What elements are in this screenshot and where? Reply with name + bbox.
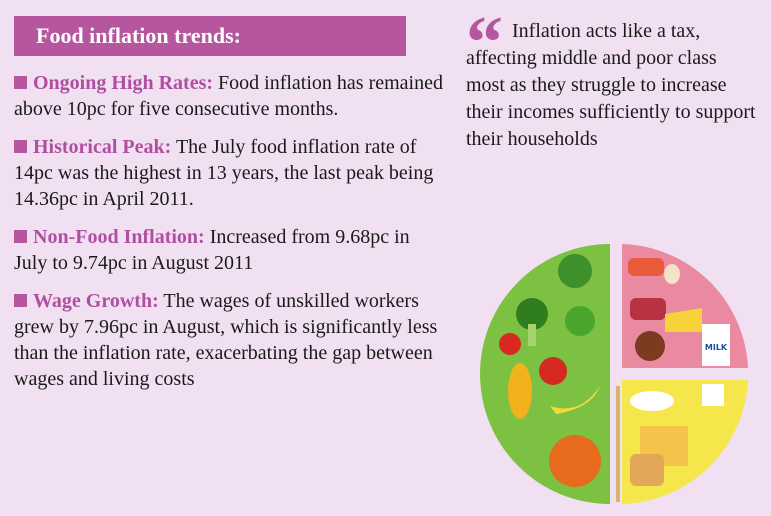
spaghetti <box>616 386 620 502</box>
cheese <box>665 308 702 332</box>
item: Non-Food Inflation: Increased from 9.68p… <box>14 224 444 276</box>
sugar-cubes <box>702 384 724 406</box>
nuts <box>635 331 665 361</box>
item-label: Wage Growth: <box>33 290 159 312</box>
bullet <box>14 294 27 307</box>
bowl <box>630 391 674 411</box>
pepper <box>565 306 595 336</box>
bullet <box>14 230 27 243</box>
broccoli-stem <box>528 324 536 346</box>
milk-carton <box>702 324 730 366</box>
apple <box>539 357 567 385</box>
salmon <box>628 258 664 276</box>
item-label: Non-Food Inflation: <box>33 226 205 248</box>
bullet <box>14 76 27 89</box>
tomato <box>499 333 521 355</box>
bullet <box>14 140 27 153</box>
item-label: Ongoing High Rates: <box>33 72 214 94</box>
quote-mark: “ <box>466 2 503 84</box>
corn <box>508 363 532 419</box>
steak <box>630 298 666 320</box>
item-text: Increased from 9.68pc in July to 9.74pc … <box>14 226 410 274</box>
item: Historical Peak: The July food inflation… <box>14 134 444 212</box>
bread <box>630 454 664 486</box>
quote-text: Inflation acts like a tax, affecting mid… <box>466 20 756 150</box>
item: Wage Growth: The wages of unskilled work… <box>14 288 444 392</box>
item-text: The wages of unskilled workers grew by 7… <box>14 290 438 390</box>
item-list: Ongoing High Rates: Food inflation has r… <box>14 70 444 404</box>
banana <box>550 386 600 414</box>
egg <box>664 264 680 284</box>
header-title: Food inflation trends: <box>14 16 406 56</box>
milk-label: MILK <box>705 343 728 352</box>
item: Ongoing High Rates: Food inflation has r… <box>14 70 444 122</box>
pumpkin <box>549 435 601 487</box>
broccoli <box>516 298 548 330</box>
item-label: Historical Peak: <box>33 136 172 158</box>
item-text: The July food inflation rate of 14pc was… <box>14 136 434 210</box>
item-text: Food inflation has remained above 10pc f… <box>14 72 443 120</box>
food-plate: MILK <box>480 244 748 504</box>
cabbage <box>558 254 592 288</box>
